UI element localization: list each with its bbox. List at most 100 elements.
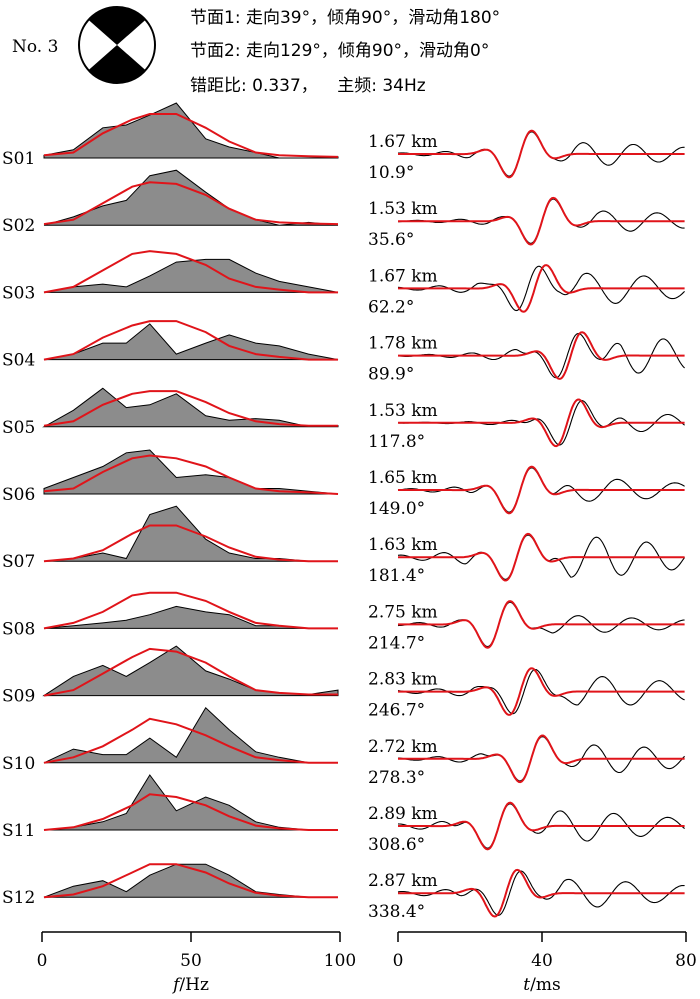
station-label: S04: [2, 351, 35, 371]
observed-waveform: [397, 265, 685, 312]
synthetic-waveform: [398, 532, 685, 582]
synthetic-spectrum: [43, 320, 338, 361]
azimuth-label: 62.2°: [368, 297, 414, 317]
synthetic-waveform: [398, 398, 685, 448]
azimuth-label: 35.6°: [368, 230, 414, 250]
station-label: S10: [2, 754, 35, 774]
station-row: S03 1.67 km 62.2°: [2, 250, 685, 317]
distance-label: 2.75 km: [368, 602, 438, 622]
distance-label: 1.78 km: [368, 334, 438, 354]
azimuth-label: 149.0°: [368, 499, 425, 519]
synthetic-spectrum: [43, 524, 338, 563]
svg-text:错距比: 0.337， 主频: 34Hz: 错距比: 0.337， 主频: 34Hz: [190, 76, 426, 96]
synthetic-waveform: [398, 667, 685, 716]
observed-spectrum: [43, 707, 338, 764]
distance-label: 2.89 km: [368, 804, 438, 824]
synthetic-spectrum: [43, 717, 338, 764]
distance-label: 2.87 km: [368, 871, 438, 891]
observed-spectrum: [42, 645, 339, 697]
synthetic-spectrum: [43, 113, 339, 158]
synthetic-waveform: [398, 196, 685, 246]
distance-label: 2.83 km: [368, 670, 438, 690]
station-rows: S01 1.67 km 10.9° S02 1.53 km 35.6° S03 1.67 km…: [2, 102, 686, 922]
synthetic-spectrum: [43, 863, 338, 899]
waveform-xlabel: t/ms: [523, 975, 560, 995]
observed-spectrum: [43, 449, 339, 495]
synthetic-waveform: [398, 331, 685, 380]
synthetic-waveform: [398, 734, 685, 784]
observed-spectrum: [43, 102, 339, 159]
spectrum-x-axis: 0 50 100: [37, 931, 356, 971]
station-row: S07 1.63 km 181.4°: [2, 505, 686, 586]
dominant-frequency: 主频: 34Hz: [337, 76, 426, 96]
waveform-tick-label: 40: [531, 951, 553, 971]
synthetic-spectrum: [43, 793, 338, 831]
station-row: S10 2.72 km 278.3°: [2, 707, 685, 788]
observed-spectrum: [43, 169, 339, 226]
station-row: S08 2.75 km 214.7°: [2, 591, 685, 653]
observed-spectrum: [42, 387, 339, 428]
misfit-ratio: 错距比: 0.337，: [190, 76, 318, 96]
waveform-tick-label: 80: [675, 951, 697, 971]
station-row: S05 1.53 km 117.8°: [2, 387, 685, 452]
synthetic-spectrum: [43, 454, 339, 495]
station-label: S03: [2, 283, 35, 303]
distance-label: 1.65 km: [368, 468, 438, 488]
station-row: S01 1.67 km 10.9°: [2, 102, 685, 183]
azimuth-label: 117.8°: [368, 432, 425, 452]
azimuth-label: 214.7°: [368, 633, 425, 653]
station-label: S08: [2, 619, 35, 639]
azimuth-label: 308.6°: [368, 835, 425, 855]
station-label: S07: [2, 552, 35, 572]
station-row: S02 1.53 km 35.6°: [2, 169, 685, 250]
synthetic-waveform: [398, 465, 685, 515]
distance-label: 1.63 km: [368, 535, 438, 555]
observed-spectrum: [43, 323, 339, 361]
station-row: S06 1.65 km 149.0°: [2, 449, 685, 519]
azimuth-label: 278.3°: [368, 768, 425, 788]
spectrum-tick-label: 0: [37, 951, 48, 971]
synthetic-waveform: [398, 129, 685, 179]
observed-waveform: [397, 803, 685, 849]
focal-mechanism-beachball: [78, 6, 156, 84]
synthetic-waveform: [398, 801, 685, 851]
spectrum-tick-label: 100: [324, 951, 356, 971]
station-row: S04 1.78 km 89.9°: [2, 320, 685, 385]
azimuth-label: 246.7°: [368, 701, 425, 721]
observed-waveform: [397, 332, 685, 379]
observed-spectrum: [43, 774, 338, 831]
nodal-plane-1: 节面1: 走向39°，倾角90°，滑动角180°: [190, 8, 500, 28]
synthetic-waveform: [398, 264, 685, 313]
observed-spectrum: [43, 258, 339, 293]
station-label: S06: [2, 485, 35, 505]
synthetic-waveform: [398, 868, 685, 918]
station-row: S11 2.89 km 308.6°: [2, 774, 685, 855]
azimuth-label: 338.4°: [368, 902, 425, 922]
distance-label: 2.72 km: [368, 737, 438, 757]
station-row: S09 2.83 km 246.7°: [2, 645, 685, 721]
spectrum-tick-label: 50: [180, 951, 202, 971]
observed-spectrum: [43, 505, 338, 562]
synthetic-spectrum: [43, 390, 338, 427]
nodal-plane-2: 节面2: 走向129°，倾角90°，滑动角0°: [190, 41, 489, 61]
spectrum-xlabel: f/Hz: [171, 975, 209, 995]
distance-label: 1.53 km: [368, 199, 438, 219]
synthetic-spectrum: [43, 591, 338, 630]
station-row: S12 2.87 km 338.4°: [2, 863, 685, 922]
distance-label: 1.67 km: [368, 266, 438, 286]
azimuth-label: 89.9°: [368, 365, 414, 385]
observed-waveform: [397, 601, 685, 648]
azimuth-label: 10.9°: [368, 163, 414, 183]
station-label: S12: [2, 888, 35, 908]
station-label: S11: [2, 821, 35, 841]
event-number: No. 3: [12, 37, 58, 57]
waveform-tick-label: 0: [393, 951, 404, 971]
waveform-x-axis: 0 40 80: [393, 931, 697, 971]
station-label: S01: [2, 149, 35, 169]
station-label: S09: [2, 687, 35, 707]
station-label: S05: [2, 418, 35, 438]
distance-label: 1.53 km: [368, 401, 438, 421]
distance-label: 1.67 km: [368, 132, 438, 152]
azimuth-label: 181.4°: [368, 566, 425, 586]
